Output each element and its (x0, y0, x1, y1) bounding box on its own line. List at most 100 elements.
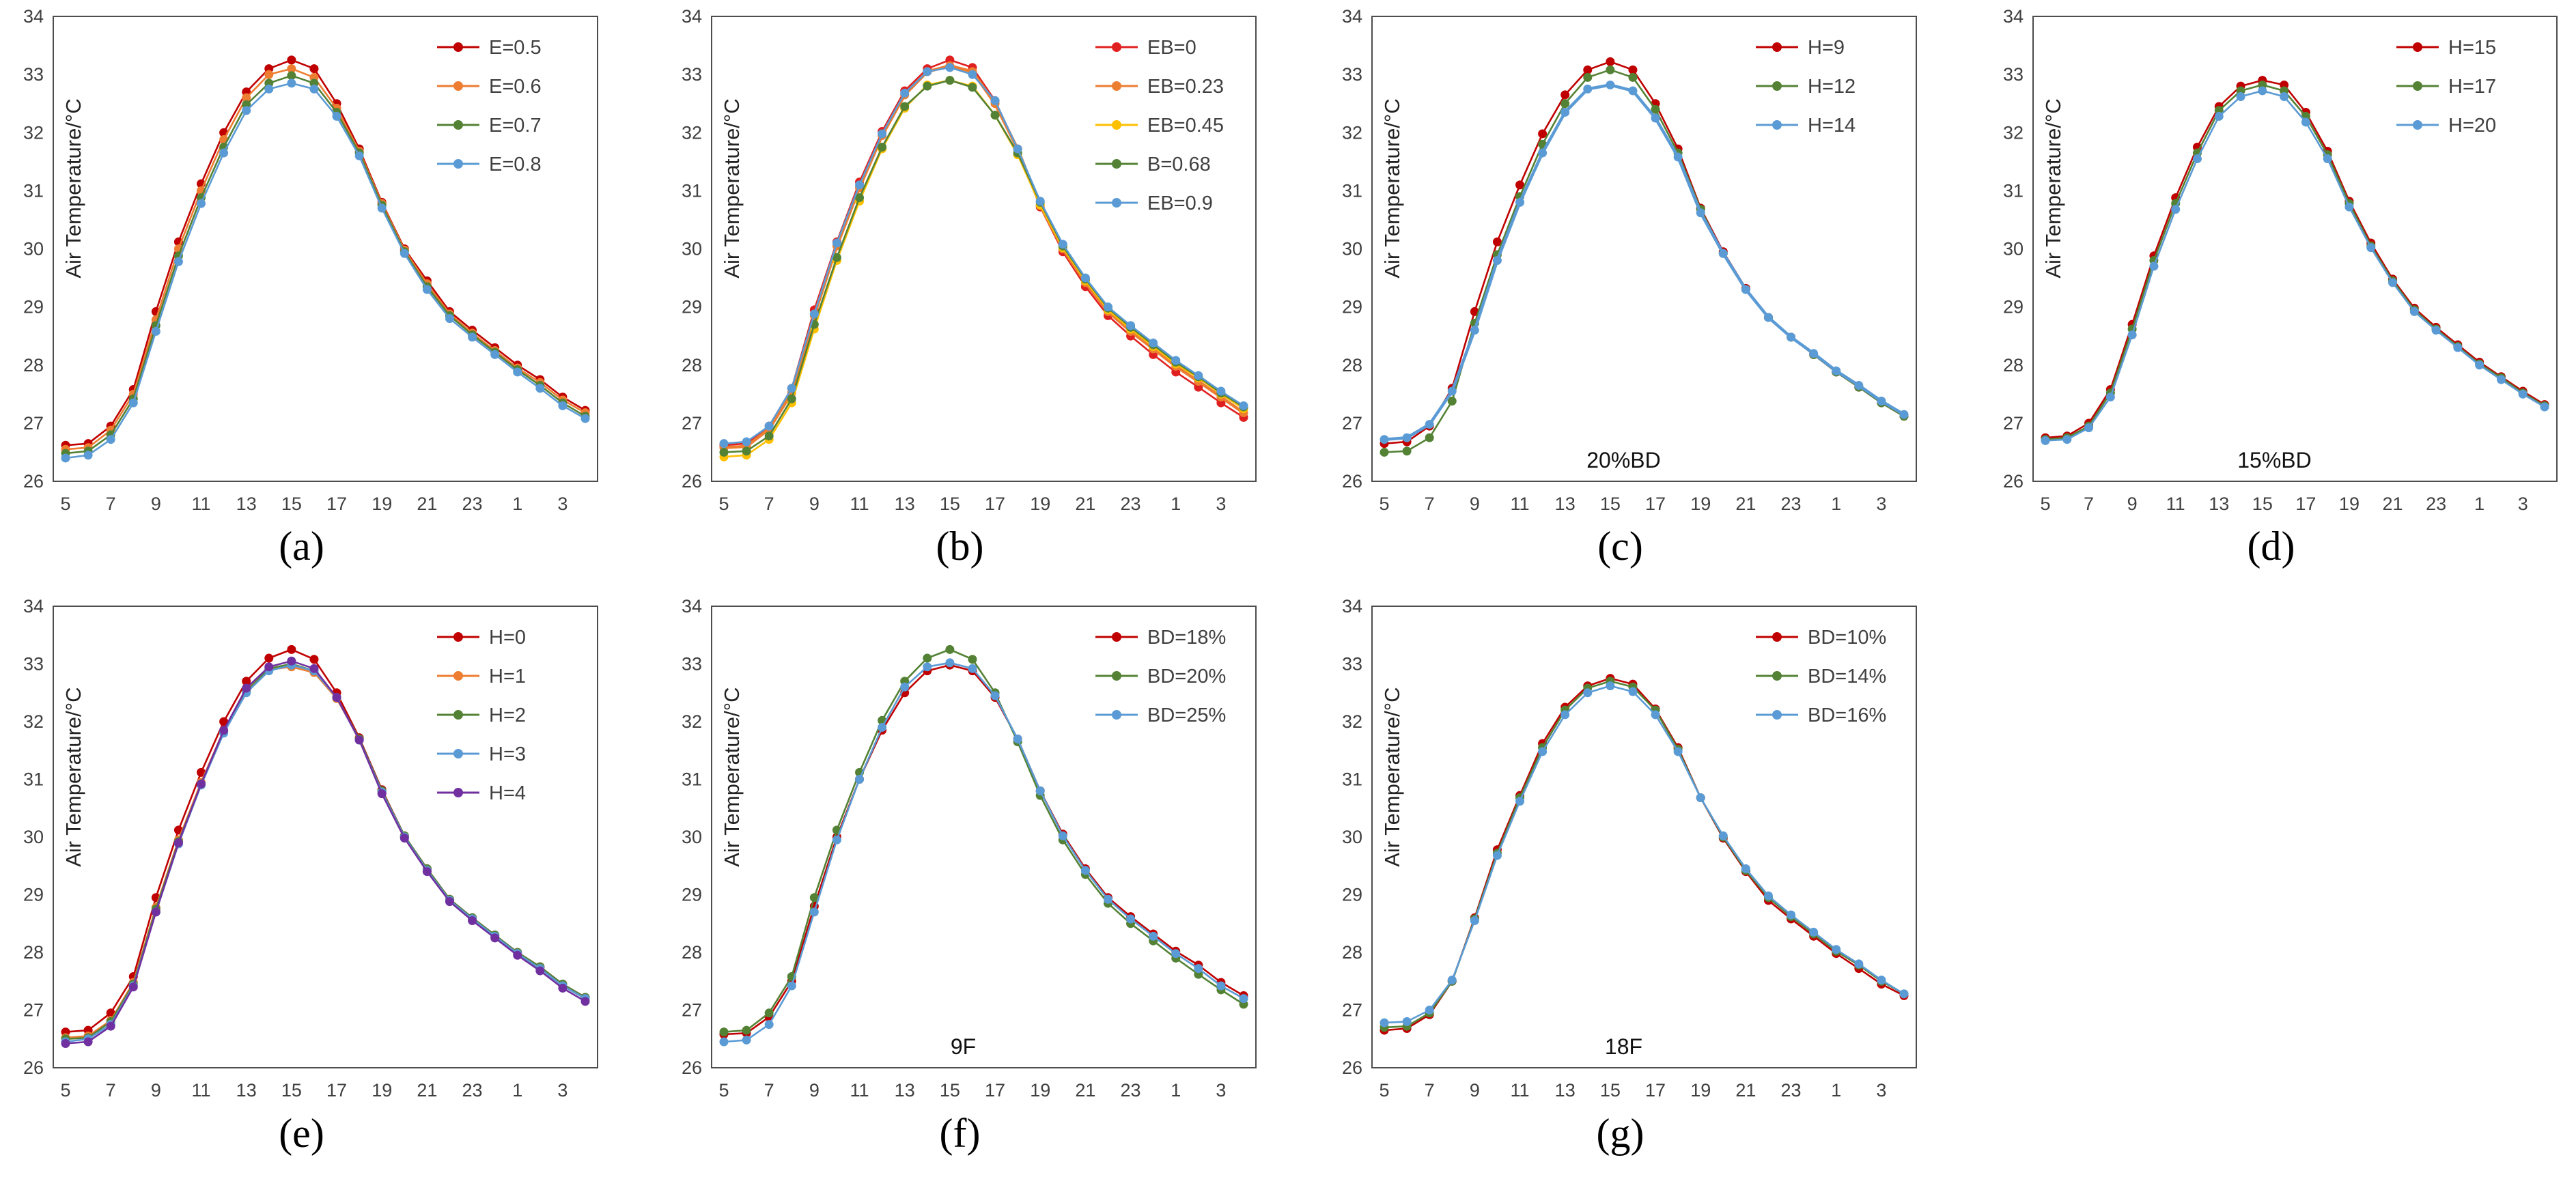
panel-b-series-4-point-22 (1216, 386, 1226, 396)
panel-c-series-2-point-21 (1854, 381, 1864, 391)
panel-c-ytick-31: 31 (1342, 180, 1362, 201)
panel-f-ytick-28: 28 (682, 942, 702, 963)
panel-e-series-4-point-23 (580, 997, 590, 1006)
panel-g-ytick-27: 27 (1342, 1000, 1362, 1021)
panel-g-xtick-11: 3 (1876, 1080, 1886, 1101)
panel-c-series-2-point-13 (1673, 152, 1683, 162)
panel-e-ytick-27: 27 (23, 1000, 44, 1021)
panel-e-ytick-28: 28 (23, 942, 44, 963)
panel-f-legend-label-1: BD=20% (1147, 666, 1226, 687)
panel-b-series-4-point-15 (1058, 240, 1067, 249)
panel-a-series-3-point-11 (309, 84, 319, 94)
panel-c-series-0-point-6 (1515, 180, 1525, 190)
panel-g-legend-label-2: BD=16% (1808, 705, 1886, 726)
panel-d-series-2 (2041, 86, 2549, 445)
panel-g-xtick-9: 23 (1781, 1080, 1802, 1101)
panel-f-series-2-point-20 (1171, 949, 1181, 959)
panel-b-series-4-point-20 (1171, 356, 1181, 365)
panel-c-series-2-point-20 (1832, 366, 1841, 375)
panel-a-series-3-point-7 (219, 148, 229, 158)
panel-b-frame (711, 16, 1257, 482)
panel-f-legend-marker-2 (1112, 710, 1121, 720)
panel-f-frame (711, 606, 1257, 1068)
panel-f-xtick-3: 11 (850, 1080, 869, 1101)
panel-d-series-2-point-3 (2105, 393, 2115, 402)
panel-c-xtick-10: 1 (1831, 494, 1841, 514)
panel-f-xtick-11: 3 (1216, 1080, 1226, 1101)
panel-d-ytick-32: 32 (2003, 122, 2024, 143)
panel-c-legend-label-1: H=12 (1808, 76, 1856, 98)
panel-d-series-2-point-20 (2475, 360, 2484, 370)
panel-b-series-3-point-10 (945, 76, 955, 85)
panel-a-series-3-point-13 (354, 151, 364, 160)
panel-d-series-2-point-18 (2431, 326, 2441, 335)
panel-b-series-3-point-3 (787, 394, 796, 403)
panel-e-legend-marker-0 (453, 632, 463, 642)
panel-a-legend-marker-1 (453, 81, 463, 91)
panel-d-legend-marker-0 (2413, 42, 2422, 52)
panel-a-xtick-2: 9 (151, 494, 161, 514)
panel-g-series-2-point-8 (1560, 710, 1570, 720)
panel-a-series-3-point-23 (580, 414, 590, 423)
panel-d-series-2-point-1 (2062, 435, 2072, 444)
panel-d-series-2-point-15 (2366, 243, 2376, 253)
panel-e-series-4-point-2 (106, 1021, 115, 1031)
panel-f-series-2-point-18 (1126, 914, 1136, 924)
panel-f-series-2-point-9 (923, 662, 932, 672)
panel-g-xtick-0: 5 (1379, 1080, 1389, 1101)
panel-e-ytick-26: 26 (23, 1058, 44, 1078)
panel-b-series-4-point-16 (1080, 273, 1090, 283)
panel-e-series-4-point-10 (287, 656, 296, 666)
panel-g-series-2-line (1384, 685, 1905, 1024)
panel-d-xtick-10: 1 (2474, 494, 2484, 514)
panel-b-series-4 (719, 63, 1248, 449)
panel-b-series-3-point-2 (764, 431, 774, 441)
panel-a-series-3-point-10 (287, 79, 296, 88)
panel-f-legend-label-0: BD=18% (1147, 627, 1226, 649)
panel-d-legend-label-0: H=15 (2448, 37, 2496, 59)
panel-c-series-2-point-4 (1470, 326, 1479, 335)
panel-c-series-2-point-3 (1447, 386, 1457, 396)
panel-c-xtick-11: 3 (1876, 494, 1886, 514)
panel-b-legend-label-1: EB=0.23 (1147, 76, 1224, 98)
panel-b-ytick-32: 32 (682, 122, 702, 143)
panel-g-series-0-line (1384, 677, 1905, 1032)
panel-d-series-2-point-19 (2453, 343, 2463, 352)
panel-g-series-2-point-11 (1628, 687, 1638, 696)
panel-f-series-1-point-2 (764, 1008, 774, 1018)
panel-c-xtick-1: 7 (1425, 494, 1435, 514)
panel-b-series-4-line (723, 66, 1244, 444)
panel-e-series-4-point-15 (400, 834, 409, 843)
panel-f-series-1-point-10 (945, 644, 955, 654)
panel-e-legend-label-3: H=3 (489, 743, 526, 765)
panel-c-series-2-point-5 (1492, 256, 1502, 266)
panel-e-series-4-point-20 (513, 950, 522, 960)
panel-d-xtick-1: 7 (2084, 494, 2094, 514)
panel-f-series-1-point-0 (719, 1027, 729, 1037)
panel-g-legend-marker-2 (1772, 710, 1782, 720)
panel-g-series-2-point-6 (1515, 797, 1525, 806)
panel-e-series-4-point-18 (468, 916, 477, 926)
panel-b-series-3-point-9 (923, 81, 932, 91)
panel-d-series-2-point-6 (2171, 205, 2181, 214)
panel-e-xtick-4: 13 (236, 1080, 257, 1101)
panel-g-legend-marker-0 (1772, 632, 1782, 642)
panel-c-ytick-28: 28 (1342, 355, 1362, 375)
panel-b-series-3-point-8 (900, 102, 910, 111)
panel-b-legend-label-4: EB=0.9 (1147, 193, 1213, 214)
panel-e-ytick-34: 34 (23, 596, 44, 616)
panel-g-ylabel: Air Temperature/°C (1380, 687, 1404, 866)
panel-b-legend-label-3: B=0.68 (1147, 154, 1211, 175)
panel-e-series-0-point-10 (287, 644, 296, 654)
panel-f-legend-marker-0 (1112, 632, 1121, 642)
panel-f-series-2-point-17 (1103, 894, 1112, 904)
panel-a-series-1-point-8 (242, 93, 251, 102)
panel-a-series-3-point-20 (513, 367, 522, 377)
panel-a-series-3-point-15 (400, 249, 409, 258)
panel-a-series-3-point-8 (242, 106, 251, 115)
panel-c-series-2-point-8 (1560, 107, 1570, 117)
panel-e-ytick-32: 32 (23, 711, 44, 732)
panel-f-xtick-7: 19 (1030, 1080, 1050, 1101)
panel-c-series-2-point-11 (1628, 86, 1638, 96)
panel-b-ytick-26: 26 (682, 471, 702, 492)
